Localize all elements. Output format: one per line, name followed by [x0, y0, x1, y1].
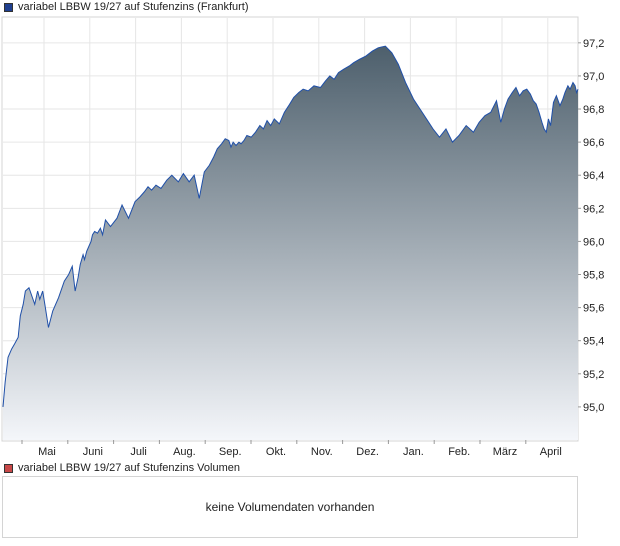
x-axis-ticks: Mai Juni Juli Aug. Sep. Okt. Nov. Dez. Jan. Feb. M… — [21, 440, 562, 458]
x-tick-label: Aug. — [173, 446, 196, 458]
volume-legend-label: variabel LBBW 19/27 auf Stufenzins Volum… — [18, 462, 240, 474]
y-tick-label: 95,8 — [583, 270, 604, 282]
price-area — [3, 46, 578, 440]
price-legend-swatch — [4, 2, 13, 12]
y-tick-label: 96,0 — [583, 236, 604, 248]
y-tick-label: 95,4 — [583, 336, 604, 348]
volume-panel: keine Volumendaten vorhanden — [2, 476, 578, 538]
volume-legend: variabel LBBW 19/27 auf Stufenzins Volum… — [4, 461, 240, 475]
volume-message: keine Volumendaten vorhanden — [205, 500, 375, 514]
y-tick-label: 96,8 — [583, 104, 604, 116]
y-tick-label: 96,6 — [583, 137, 604, 149]
y-tick-label: 97,2 — [583, 38, 604, 50]
x-tick-label: Mai — [38, 446, 56, 458]
y-tick-label: 97,0 — [583, 71, 604, 83]
y-tick-label: 96,2 — [583, 203, 604, 215]
price-legend-label: variabel LBBW 19/27 auf Stufenzins (Fran… — [18, 1, 249, 13]
x-tick-label: April — [540, 446, 562, 458]
y-tick-label: 95,2 — [583, 369, 604, 381]
x-tick-label: Jan. — [403, 446, 424, 458]
price-line — [2, 45, 579, 407]
y-tick-label: 95,6 — [583, 303, 604, 315]
y-tick-label: 95,0 — [583, 402, 604, 414]
y-tick-label: 96,4 — [583, 170, 604, 182]
x-tick-label: März — [493, 446, 517, 458]
x-tick-label: Okt. — [266, 446, 286, 458]
x-tick-label: Feb. — [448, 446, 470, 458]
x-tick-label: Juni — [83, 446, 103, 458]
y-axis-ticks: 97,2 97,0 96,8 96,6 96,4 96,2 96,0 95,8 95,6 95,4… — [578, 38, 604, 414]
x-tick-label: Nov. — [311, 446, 333, 458]
volume-legend-swatch — [4, 463, 13, 473]
x-tick-label: Sep. — [219, 446, 242, 458]
x-tick-label: Juli — [130, 446, 147, 458]
price-chart: 97,2 97,0 96,8 96,6 96,4 96,2 96,0 95,8 95,6 95,4… — [1, 16, 604, 458]
x-tick-label: Dez. — [356, 446, 379, 458]
price-legend: variabel LBBW 19/27 auf Stufenzins (Fran… — [4, 0, 249, 14]
